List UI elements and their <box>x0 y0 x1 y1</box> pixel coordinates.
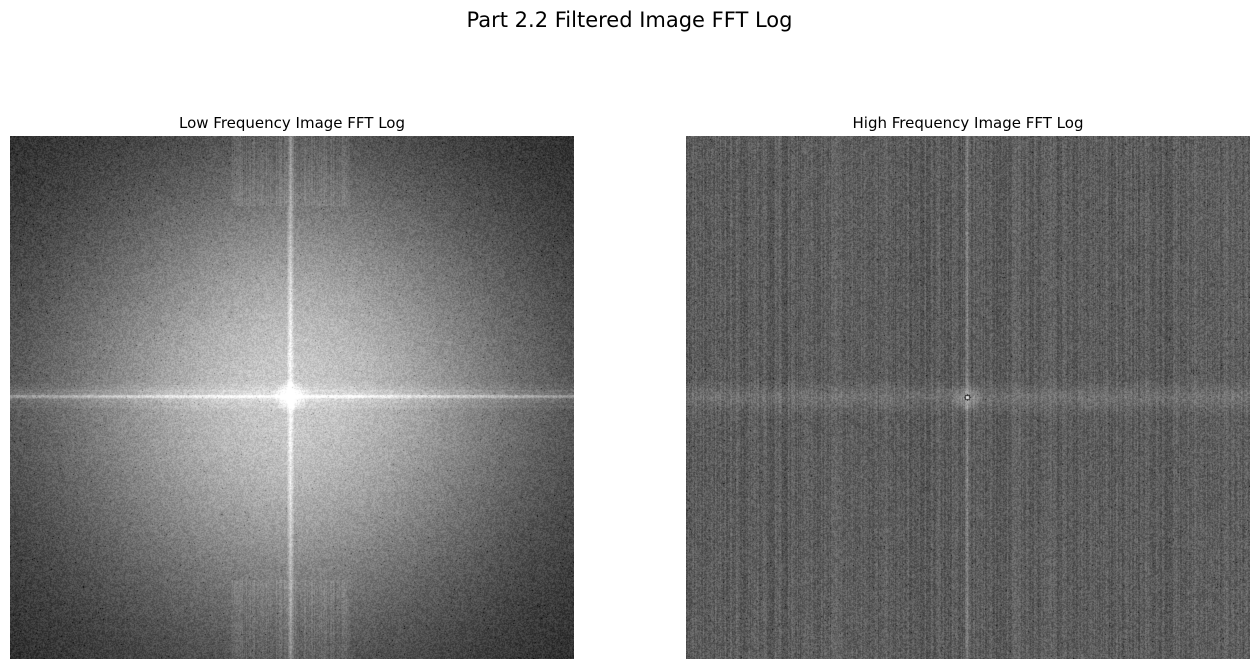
figure-title: Part 2.2 Filtered Image FFT Log <box>466 8 793 32</box>
low-frequency-fft-image <box>10 136 574 659</box>
low-frequency-title: Low Frequency Image FFT Log <box>178 114 406 132</box>
high-frequency-fft-image <box>686 136 1250 659</box>
high-frequency-panel: High Frequency Image FFT Log <box>686 110 1250 659</box>
high-frequency-title: High Frequency Image FFT Log <box>852 114 1084 132</box>
low-frequency-panel: Low Frequency Image FFT Log <box>10 110 574 659</box>
